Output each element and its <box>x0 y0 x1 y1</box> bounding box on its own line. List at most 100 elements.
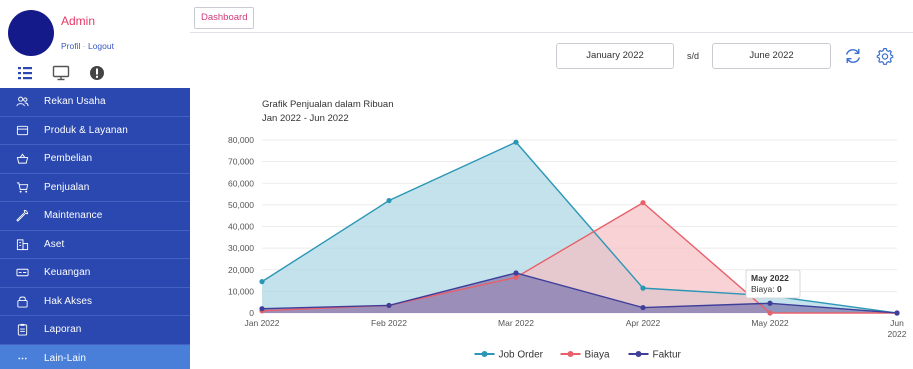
sidebar-item-label: Aset <box>44 238 65 250</box>
data-point[interactable] <box>259 279 265 285</box>
sidebar: Admin Profil · Logout Rekan Usaha Produk… <box>0 0 190 369</box>
x-tick-label: Apr 2022 <box>626 318 661 328</box>
legend-label: Biaya <box>585 350 610 361</box>
dots-icon <box>0 352 44 365</box>
data-point[interactable] <box>513 270 519 276</box>
sidebar-item-label: Maintenance <box>44 210 103 222</box>
y-tick-label: 70,000 <box>228 157 254 167</box>
date-separator: s/d <box>687 51 700 61</box>
series-area <box>262 272 897 313</box>
series-line <box>261 272 898 314</box>
legend-item[interactable]: Biaya <box>560 350 610 361</box>
sidebar-item-pembelian[interactable]: Pembelian <box>0 145 190 174</box>
clipboard-icon <box>0 323 44 336</box>
tab-bar: Dashboard <box>190 0 913 33</box>
sidebar-item-aset[interactable]: Aset <box>0 230 190 259</box>
sidebar-item-label: Keuangan <box>44 267 91 279</box>
users-icon <box>0 95 44 108</box>
x-tick-label: May 2022 <box>751 318 789 328</box>
data-point[interactable] <box>259 306 265 312</box>
legend-marker <box>481 351 488 357</box>
data-point[interactable] <box>513 139 519 145</box>
sidebar-item-label: Pembelian <box>44 153 93 165</box>
refresh-button[interactable] <box>842 45 864 67</box>
sidebar-item-lain-lain[interactable]: Lain-Lain <box>0 344 190 369</box>
refresh-icon <box>846 48 860 64</box>
sidebar-item-label: Produk & Layanan <box>44 124 128 136</box>
sidebar-item-hak-akses[interactable]: Hak Akses <box>0 287 190 316</box>
data-point[interactable] <box>386 302 392 309</box>
x-tick-label: Jun <box>890 318 904 328</box>
sidebar-item-penjualan[interactable]: Penjualan <box>0 173 190 202</box>
settings-button[interactable] <box>874 45 896 67</box>
chart-title: Grafik Penjualan dalam Ribuan <box>262 99 394 110</box>
tooltip-title: May 2022 <box>751 273 789 283</box>
y-tick-label: 30,000 <box>228 243 254 253</box>
sidebar-item-label: Rekan Usaha <box>44 96 106 108</box>
box-icon <box>0 124 44 137</box>
avatar[interactable] <box>8 10 54 56</box>
sidebar-item-label: Hak Akses <box>44 295 93 307</box>
wrench-icon <box>0 209 44 222</box>
sidebar-item-laporan[interactable]: Laporan <box>0 316 190 345</box>
profile-panel: Admin Profil · Logout <box>0 0 190 88</box>
legend-marker <box>635 351 642 357</box>
main-content: Dashboard January 2022 s/d June 2022 Gra… <box>190 0 913 369</box>
sidebar-item-label: Penjualan <box>44 181 90 193</box>
x-tick-label: Feb 2022 <box>371 318 407 328</box>
y-tick-label: 10,000 <box>228 286 254 296</box>
date-to-input[interactable]: June 2022 <box>712 43 831 69</box>
series-line <box>261 141 898 314</box>
sales-chart: Grafik Penjualan dalam Ribuan Jan 2022 -… <box>228 99 907 361</box>
monitor-icon[interactable] <box>52 64 70 82</box>
data-point[interactable] <box>767 300 773 306</box>
gear-icon <box>876 47 894 65</box>
y-tick-label: 0 <box>249 308 254 318</box>
sidebar-item-produk-layanan[interactable]: Produk & Layanan <box>0 116 190 145</box>
data-point[interactable] <box>767 310 773 316</box>
chart-tooltip: May 2022 Biaya: 0 <box>745 269 801 299</box>
data-point[interactable] <box>386 197 392 204</box>
data-point[interactable] <box>640 285 646 291</box>
logout-link[interactable]: Logout <box>87 41 114 51</box>
series-area <box>262 142 897 313</box>
tooltip-label: Biaya: <box>751 284 777 294</box>
chart-subtitle: Jan 2022 - Jun 2022 <box>262 113 349 124</box>
y-tick-label: 60,000 <box>228 178 254 188</box>
lock-icon <box>0 295 44 308</box>
building-icon <box>0 238 44 251</box>
x-tick-label: Mar 2022 <box>498 318 534 328</box>
quick-icons <box>16 64 106 82</box>
data-point[interactable] <box>640 200 646 206</box>
basket-icon <box>0 152 44 165</box>
date-from-input[interactable]: January 2022 <box>556 43 674 69</box>
sidebar-menu: Rekan Usaha Produk & Layanan Pembelian P… <box>0 88 190 369</box>
data-point[interactable] <box>640 304 646 311</box>
legend-item[interactable]: Job Order <box>474 350 544 361</box>
admin-name: Admin <box>61 14 96 28</box>
profile-links: Profil · Logout <box>61 41 114 51</box>
sidebar-item-keuangan[interactable]: Keuangan <box>0 259 190 288</box>
sidebar-item-rekan-usaha[interactable]: Rekan Usaha <box>0 88 190 117</box>
legend-item[interactable]: Faktur <box>628 350 682 361</box>
legend-marker <box>567 351 574 357</box>
data-point[interactable] <box>894 310 900 316</box>
legend-label: Job Order <box>499 350 544 361</box>
y-tick-label: 20,000 <box>228 265 254 275</box>
tooltip-value: 0 <box>777 284 782 294</box>
tab-dashboard[interactable]: Dashboard <box>194 7 255 29</box>
link-separator: · <box>82 41 86 51</box>
y-tick-label: 50,000 <box>228 200 254 210</box>
profile-link[interactable]: Profil <box>61 41 81 51</box>
chart-legend: Job Order Biaya Faktur <box>474 350 682 361</box>
sidebar-item-maintenance[interactable]: Maintenance <box>0 202 190 231</box>
x-tick-label: Jan 2022 <box>245 318 280 328</box>
list-icon[interactable] <box>16 64 34 82</box>
data-point[interactable] <box>513 274 519 280</box>
y-tick-label: 40,000 <box>228 222 254 232</box>
alert-icon[interactable] <box>88 64 106 82</box>
x-tick-label: 2022 <box>888 329 907 339</box>
sidebar-item-label: Laporan <box>44 324 82 336</box>
sidebar-item-label: Lain-Lain <box>44 352 87 364</box>
legend-label: Faktur <box>653 350 682 361</box>
